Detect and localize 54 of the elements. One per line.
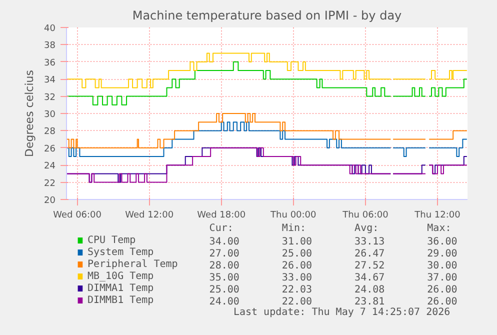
text: 37.00 — [427, 272, 458, 284]
text: Last update: Thu May 7 14:25:07 2026 — [233, 307, 450, 318]
text: 23.81 — [354, 296, 385, 308]
text: 26.00 — [282, 260, 312, 272]
text: Avg: — [354, 223, 379, 234]
text: Max: — [427, 223, 452, 234]
text: 34.67 — [354, 272, 385, 284]
text: 22.03 — [282, 284, 312, 296]
y-tick-label: 32 — [44, 92, 56, 103]
text: 22.00 — [282, 296, 312, 308]
text: 34.00 — [209, 236, 240, 248]
text: Min: — [282, 223, 306, 234]
y-tick-label: 28 — [44, 127, 56, 138]
text: 33.00 — [282, 272, 312, 284]
y-tick-label: 34 — [44, 76, 56, 86]
text: 31.00 — [282, 236, 312, 248]
x-tick-label: Thu 00:00 — [270, 210, 317, 220]
x-tick-label: Wed 12:00 — [125, 210, 174, 220]
legend-label: DIMMA1 Temp — [87, 283, 154, 294]
text: 24.00 — [209, 296, 240, 308]
legend-label: Peripheral Temp — [87, 259, 178, 270]
text: 35.00 — [209, 272, 240, 284]
y-tick-label: 22 — [44, 178, 56, 189]
text: 25.00 — [282, 248, 312, 260]
text: 26.00 — [427, 296, 458, 308]
legend-label: DIMMB1 Temp — [87, 295, 154, 306]
x-tick-label: Wed 06:00 — [53, 210, 102, 220]
text: 25.00 — [209, 284, 240, 296]
y-tick-label: 30 — [44, 110, 56, 120]
chart-title: Machine temperature based on IPMI - by day — [132, 8, 402, 22]
legend-label: System Temp — [87, 247, 154, 258]
legend-label: CPU Temp — [87, 235, 136, 246]
text: 24.08 — [354, 284, 385, 296]
legend-label: MB_10G Temp — [87, 271, 154, 282]
text: Cur: — [209, 223, 234, 234]
text: 26.00 — [427, 284, 458, 296]
text: 33.13 — [354, 236, 385, 248]
y-tick-label: 38 — [44, 41, 56, 52]
text: 36.00 — [427, 236, 458, 248]
text: 27.52 — [354, 260, 385, 272]
y-tick-label: 36 — [44, 58, 56, 68]
y-tick-label: 26 — [44, 144, 56, 154]
x-tick-label: Thu 06:00 — [342, 210, 389, 220]
y-axis-title: Degrees celcius — [23, 70, 36, 157]
y-tick-label: 20 — [44, 196, 56, 206]
text: 28.00 — [209, 260, 240, 272]
y-tick-label: 24 — [44, 162, 56, 172]
x-tick-label: Wed 18:00 — [197, 210, 246, 220]
text: 29.00 — [427, 248, 458, 260]
text: 26.47 — [354, 248, 385, 260]
text: 30.00 — [427, 260, 458, 272]
text: 27.00 — [209, 248, 240, 260]
y-tick-label: 40 — [44, 24, 56, 34]
x-tick-label: Thu 12:00 — [414, 210, 461, 220]
